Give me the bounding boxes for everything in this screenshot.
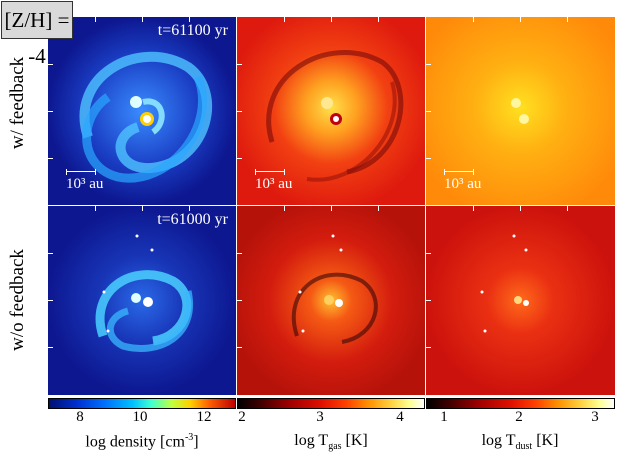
axis-tick [237,64,242,65]
colorbar-label-tgas: log Tgas [K] [294,432,368,453]
axis-tick [378,206,379,211]
axis-tick [473,17,474,22]
axis-tick [426,300,431,301]
metallicity-label: [Z/H] = -4 [1,1,73,68]
axis-tick [48,300,53,301]
colorbar-tick: 8 [76,409,84,425]
colorbar-tick: 4 [396,409,404,425]
colorbar-tick: 3 [316,409,324,425]
axis-tick [520,17,521,22]
axis-tick [426,64,431,65]
axis-tick [48,158,53,159]
axis-tick [189,206,190,211]
panel-density-nofeedback: t=61000 yr [48,206,236,395]
tdust-nofeedback-image [426,206,615,395]
axis-tick [142,17,143,22]
axis-tick [48,347,53,348]
axis-tick [426,253,431,254]
axis-tick [426,111,431,112]
colorbar-tick: 2 [515,409,523,425]
tgas-nofeedback-image [237,206,425,395]
axis-tick [426,158,431,159]
axis-tick [237,253,242,254]
axis-tick [237,158,242,159]
density-nofeedback-image [48,206,236,395]
colorbar-tick: 3 [591,409,599,425]
axis-tick [331,206,332,211]
axis-tick [48,111,53,112]
scale-bar: 10³ au [66,169,103,192]
panel-tgas-nofeedback [237,206,425,395]
colorbar-label-tdust: log Tdust [K] [481,432,559,453]
timestamp-nofeedback: t=61000 yr [157,211,228,228]
axis-tick [520,206,521,211]
axis-tick [567,17,568,22]
colorbar-label-density: log density [cm-3] [85,432,199,451]
colorbar-tick: 12 [196,409,212,425]
axis-tick [237,111,242,112]
axis-tick [95,17,96,22]
axis-tick [48,64,53,65]
axis-tick [142,206,143,211]
colorbar-tick: 1 [440,409,448,425]
axis-tick [237,300,242,301]
scale-bar: 10³ au [444,169,481,192]
axis-tick [189,17,190,22]
row-label-without-feedback: w/o feedback [7,249,28,351]
colorbar-density [48,398,236,409]
colorbar-tick: 2 [238,409,246,425]
axis-tick [473,206,474,211]
tgas-feedback-image [237,17,425,205]
axis-tick [378,17,379,22]
panel-grid: t=61100 yr 10³ au 10³ au [48,17,615,395]
panel-density-feedback: t=61100 yr 10³ au [48,17,236,205]
panel-tdust-nofeedback [426,206,615,395]
axis-tick [284,17,285,22]
axis-tick [237,347,242,348]
axis-tick [95,206,96,211]
colorbar-tgas [237,398,425,409]
axis-tick [48,253,53,254]
timestamp-feedback: t=61100 yr [157,22,228,39]
tdust-feedback-image [426,17,615,205]
colorbar-tdust [426,398,615,409]
axis-tick [567,206,568,211]
panel-tgas-feedback: 10³ au [237,17,425,205]
axis-tick [426,347,431,348]
panel-tdust-feedback: 10³ au [426,17,615,205]
row-label-with-feedback: w/ feedback [7,56,28,150]
scale-bar: 10³ au [255,169,292,192]
colorbar-tick: 10 [132,409,148,425]
axis-tick [284,206,285,211]
density-feedback-image [48,17,236,205]
axis-tick [331,17,332,22]
